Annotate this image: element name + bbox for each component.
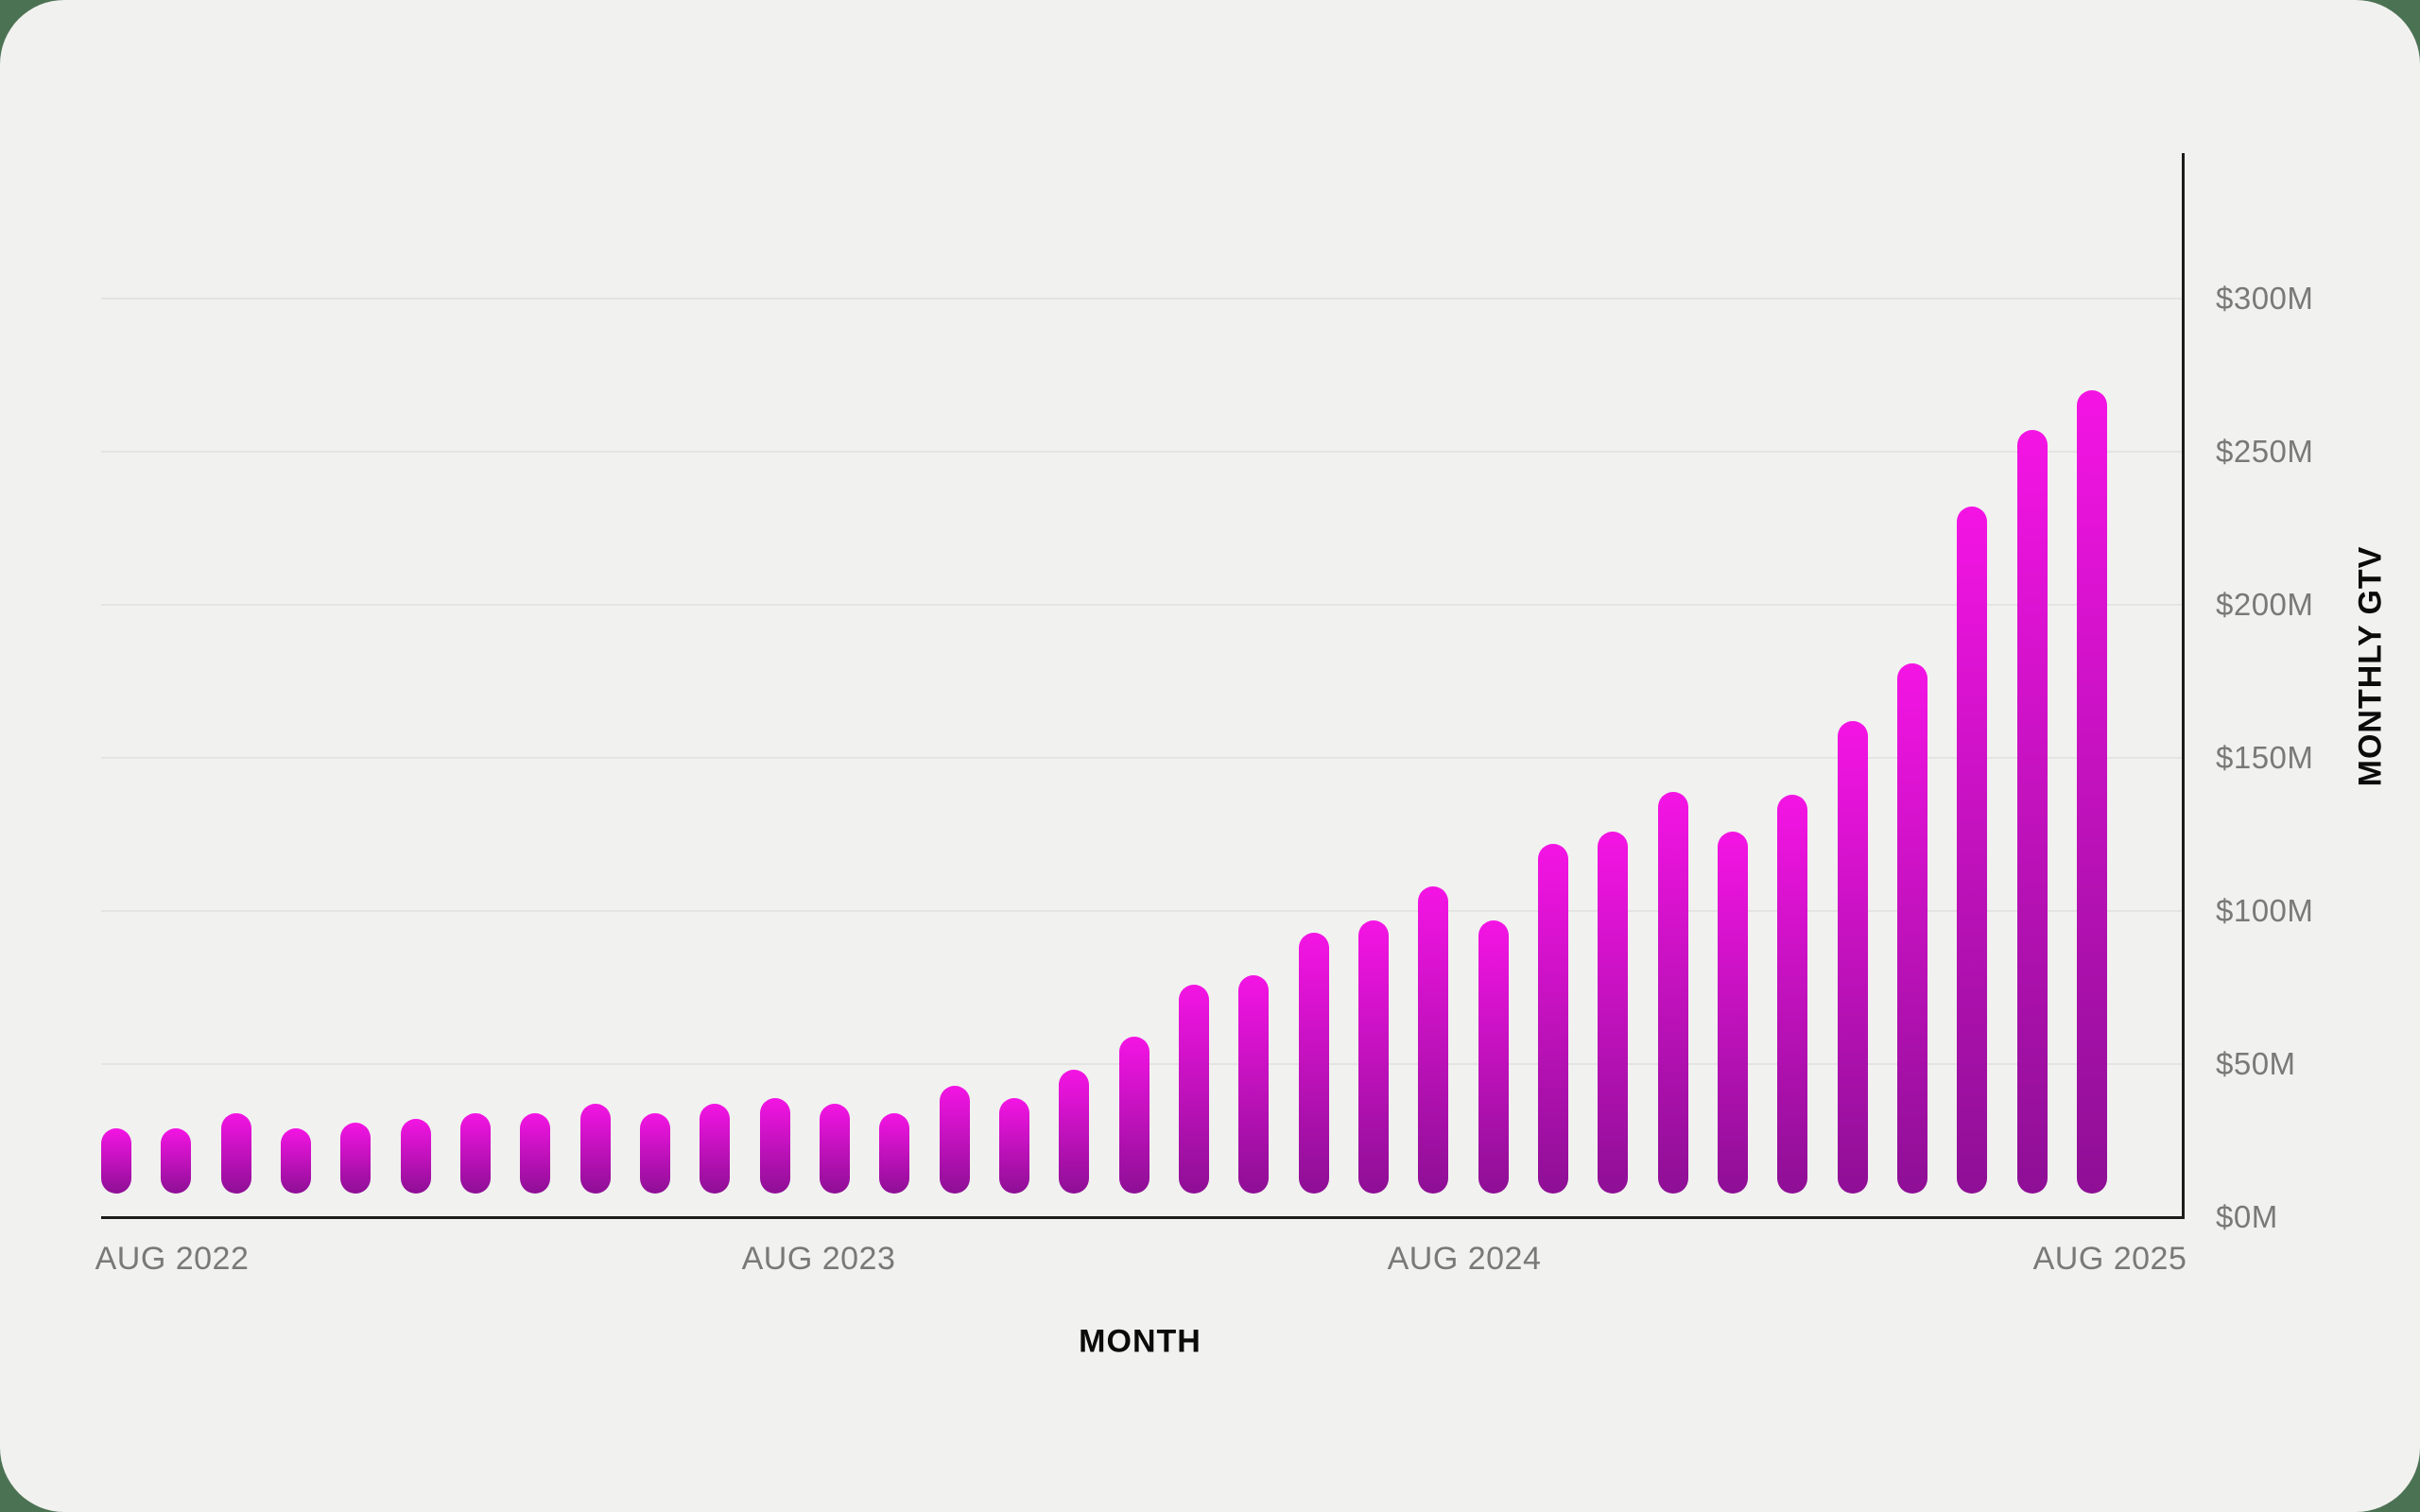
x-tick-label: AUG 2023 bbox=[741, 1241, 896, 1277]
gtv-bar bbox=[1957, 507, 1988, 1194]
y-tick-label: $50M bbox=[2216, 1046, 2296, 1081]
gtv-bar bbox=[700, 1104, 731, 1194]
gridline-200m bbox=[101, 604, 2182, 606]
gtv-bar bbox=[340, 1122, 372, 1194]
y-tick-label: $250M bbox=[2216, 434, 2314, 469]
gtv-bar bbox=[1059, 1070, 1090, 1194]
gtv-bar bbox=[1657, 791, 1688, 1194]
x-tick-label: AUG 2024 bbox=[1387, 1241, 1542, 1277]
gtv-bar bbox=[2016, 430, 2048, 1194]
gtv-bar bbox=[2076, 390, 2107, 1194]
gridline-100m bbox=[101, 910, 2182, 912]
x-tick-label: AUG 2025 bbox=[2032, 1241, 2187, 1277]
gridline-300m bbox=[101, 298, 2182, 300]
gtv-bar bbox=[1896, 662, 1927, 1194]
gtv-bar bbox=[1357, 919, 1389, 1194]
gtv-bar bbox=[1717, 831, 1748, 1194]
gtv-bar bbox=[161, 1128, 192, 1194]
gtv-bar bbox=[1837, 721, 1868, 1194]
gtv-bar bbox=[101, 1128, 131, 1194]
gtv-bar bbox=[1777, 794, 1808, 1194]
gtv-bar bbox=[998, 1097, 1029, 1194]
y-tick-label: $300M bbox=[2216, 281, 2314, 316]
gtv-bar bbox=[879, 1112, 910, 1194]
y-axis-title: MONTHLY GTV bbox=[2352, 545, 2389, 787]
gtv-bar bbox=[939, 1085, 970, 1194]
x-axis-line bbox=[101, 1216, 2185, 1219]
gtv-bar bbox=[220, 1112, 251, 1194]
gtv-bar bbox=[1537, 843, 1568, 1194]
y-tick-label: $200M bbox=[2216, 587, 2314, 622]
gtv-bar bbox=[819, 1104, 850, 1194]
gridline-250m bbox=[101, 451, 2182, 453]
x-tick-label: AUG 2022 bbox=[95, 1241, 250, 1277]
gtv-bar bbox=[759, 1097, 790, 1194]
y-tick-label: $100M bbox=[2216, 893, 2314, 928]
y-axis-line bbox=[2182, 153, 2185, 1219]
gtv-bar bbox=[520, 1112, 551, 1194]
x-axis-title: MONTH bbox=[1079, 1323, 1201, 1360]
gtv-bar bbox=[1478, 919, 1509, 1194]
gtv-bar bbox=[1418, 886, 1449, 1194]
gtv-bar bbox=[1238, 975, 1270, 1194]
gtv-bar bbox=[400, 1119, 431, 1194]
gtv-bar bbox=[1598, 831, 1629, 1194]
y-tick-label: $150M bbox=[2216, 740, 2314, 775]
gtv-bar bbox=[1118, 1036, 1150, 1194]
y-tick-label: $0M bbox=[2216, 1199, 2278, 1234]
gtv-bar bbox=[280, 1128, 311, 1194]
gtv-bar bbox=[579, 1104, 611, 1194]
gtv-bar bbox=[1178, 984, 1209, 1194]
gtv-bar bbox=[459, 1112, 491, 1194]
gtv-bar bbox=[639, 1112, 670, 1194]
gridline-150m bbox=[101, 757, 2182, 759]
gtv-bar bbox=[1298, 932, 1329, 1194]
